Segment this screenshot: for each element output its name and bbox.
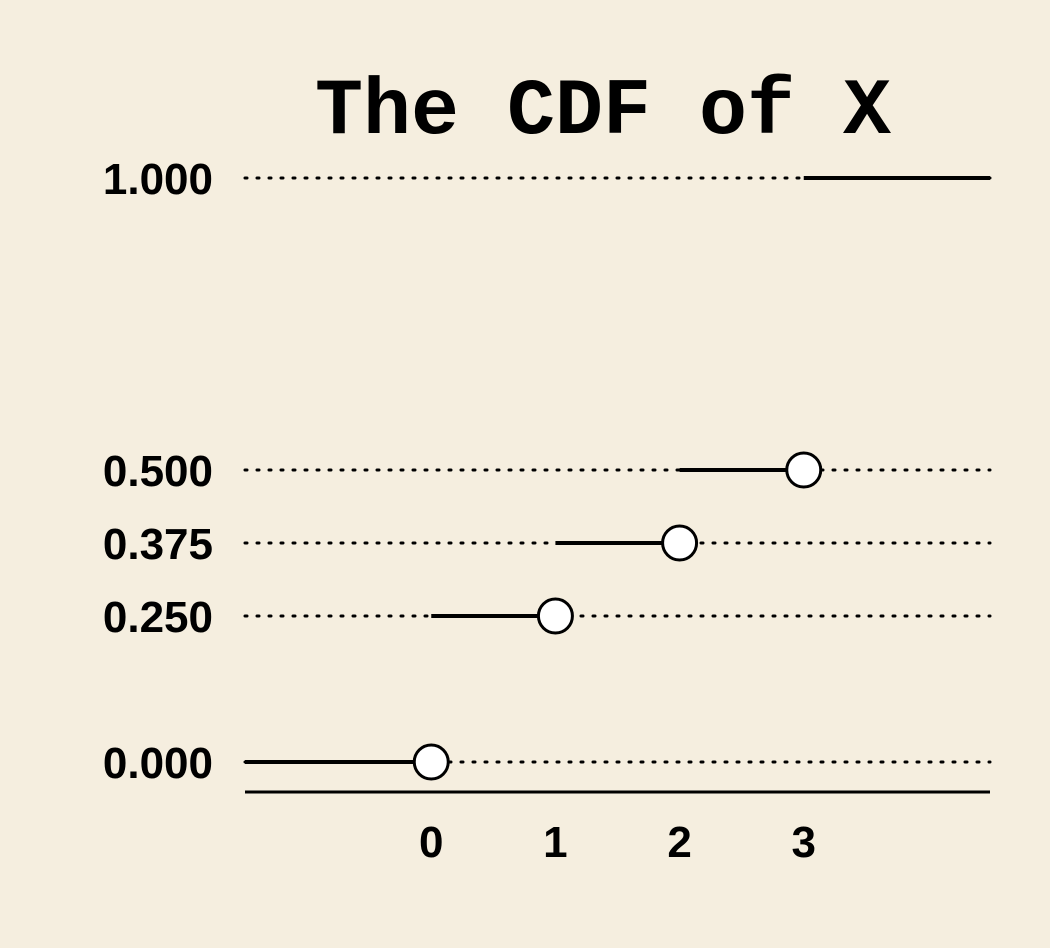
x-tick-label-3: 3 — [792, 818, 816, 867]
open-point-1 — [536, 597, 574, 635]
y-tick-label-0: 0.000 — [103, 739, 213, 788]
y-axis-tick-labels: 0.000 0.250 0.375 0.500 1.000 — [103, 155, 213, 788]
open-point-0 — [412, 743, 450, 781]
cdf-step-segments — [245, 176, 990, 764]
x-axis-tick-labels: 0 1 2 3 — [419, 818, 816, 867]
y-tick-label-3: 0.500 — [103, 447, 213, 496]
open-circle-markers — [412, 451, 823, 781]
open-point-2 — [661, 524, 699, 562]
y-tick-label-1: 0.250 — [103, 593, 213, 642]
x-tick-label-1: 1 — [543, 818, 567, 867]
y-tick-label-2: 0.375 — [103, 520, 213, 569]
y-tick-label-4: 1.000 — [103, 155, 213, 204]
chart-title: The CDF of X — [315, 67, 892, 158]
x-tick-label-2: 2 — [667, 818, 691, 867]
x-tick-label-0: 0 — [419, 818, 443, 867]
open-point-3 — [785, 451, 823, 489]
